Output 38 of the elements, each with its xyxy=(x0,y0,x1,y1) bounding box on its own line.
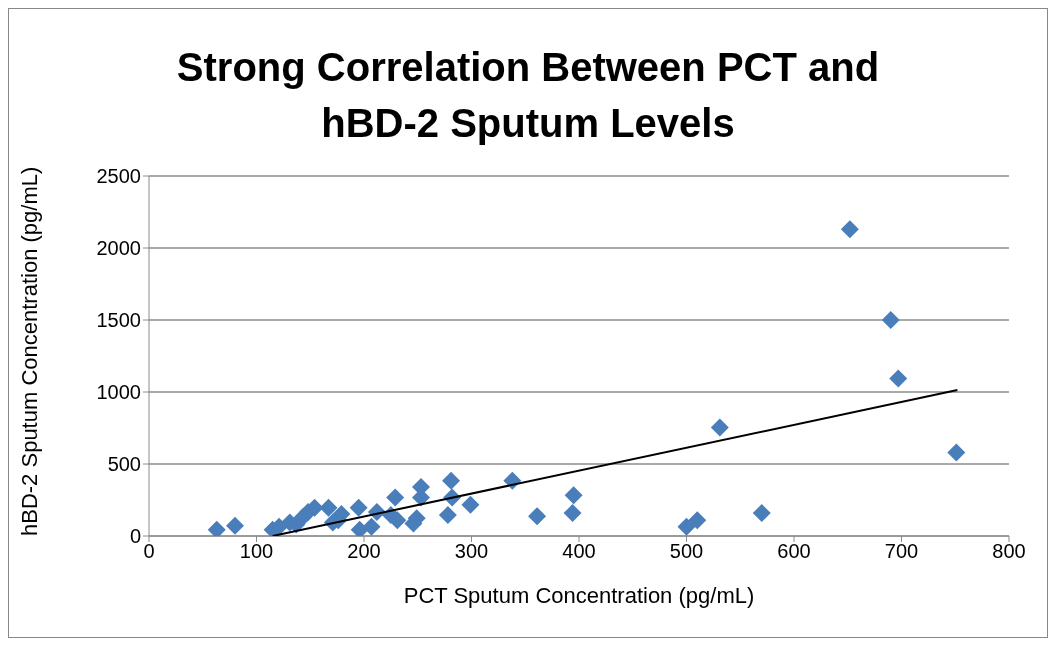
point xyxy=(207,520,226,536)
point xyxy=(688,511,707,530)
y-tick-label: 2500 xyxy=(96,165,141,188)
point xyxy=(889,369,908,388)
y-tick-label: 500 xyxy=(107,453,141,476)
x-tick-label: 600 xyxy=(777,540,811,563)
x-tick-label: 700 xyxy=(884,540,919,563)
y-tick-label: 1000 xyxy=(96,381,141,404)
point xyxy=(677,517,696,536)
point xyxy=(319,498,338,517)
point xyxy=(752,504,771,523)
x-tick-label: 400 xyxy=(562,540,596,563)
point xyxy=(438,506,457,525)
point xyxy=(563,504,582,523)
y-tick-label: 2000 xyxy=(96,237,141,260)
point xyxy=(349,498,368,517)
x-tick-label: 800 xyxy=(992,540,1026,563)
y-tick-label: 0 xyxy=(129,525,141,548)
y-axis-title: hBD-2 Sputum Concentration (pg/mL) xyxy=(16,166,42,536)
point xyxy=(226,516,244,535)
x-tick-label: 500 xyxy=(669,540,704,563)
point xyxy=(840,220,859,239)
point xyxy=(461,495,480,514)
point xyxy=(881,311,900,329)
y-tick-label: 1500 xyxy=(96,309,141,332)
x-tick-label: 300 xyxy=(454,540,489,563)
point xyxy=(362,517,381,536)
point xyxy=(528,507,547,526)
point xyxy=(386,488,405,507)
x-tick-label: 100 xyxy=(239,540,274,563)
x-tick-label: 0 xyxy=(143,540,155,563)
chart-title: Strong Correlation Between PCT and hBD-2 Sputum Levels xyxy=(175,44,881,147)
x-tick-label: 200 xyxy=(347,540,381,563)
point xyxy=(710,418,729,437)
x-axis-title: PCT Sputum Concentration (pg/mL) xyxy=(403,583,755,608)
point xyxy=(947,443,966,462)
point xyxy=(442,471,461,490)
point xyxy=(564,486,583,505)
